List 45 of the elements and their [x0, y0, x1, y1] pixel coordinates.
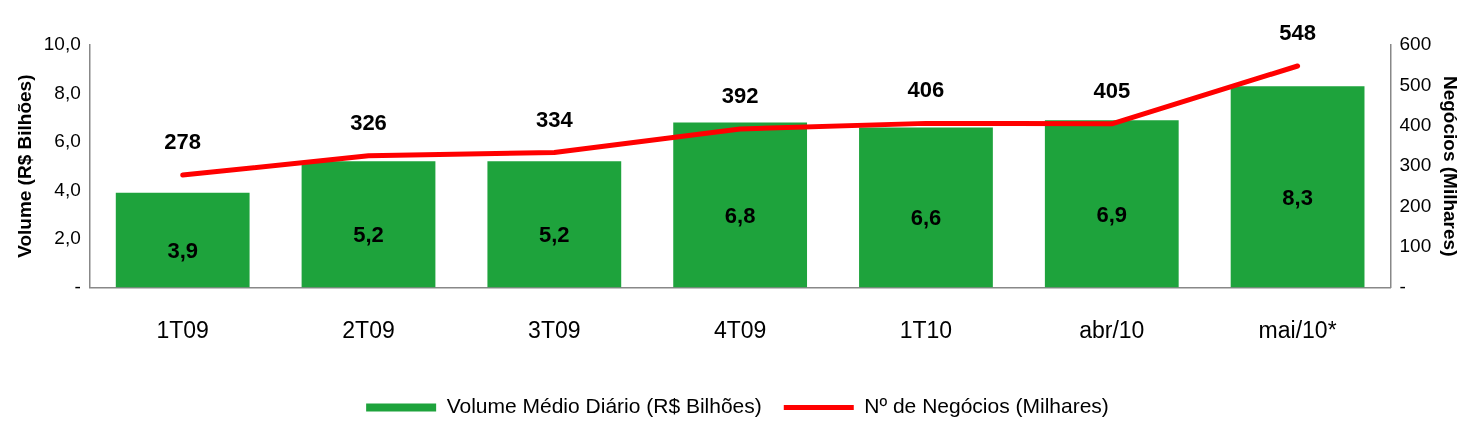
data-label: 548 — [1279, 20, 1316, 46]
bar — [1230, 86, 1365, 288]
data-label: 6,9 — [1096, 201, 1128, 227]
y2-tick-label: 100 — [1399, 235, 1432, 257]
y2-tick-label: 200 — [1399, 194, 1432, 216]
data-label: 405 — [1093, 77, 1131, 103]
x-tick-label: 2T09 — [342, 316, 395, 343]
y-axis-title: Volume (R$ Bilhões) — [13, 74, 35, 258]
y-tick-label: - — [74, 275, 81, 297]
data-label: 326 — [350, 109, 387, 135]
x-tick-label: 1T10 — [899, 316, 953, 343]
data-label: 406 — [907, 77, 945, 103]
bar — [673, 122, 808, 288]
data-label: 334 — [535, 106, 574, 132]
x-tick-label: 3T09 — [528, 316, 581, 343]
bar — [487, 161, 622, 288]
x-tick-label: abr/10 — [1079, 316, 1145, 343]
data-label: 8,3 — [1282, 184, 1313, 210]
y2-tick-label: - — [1399, 275, 1406, 297]
legend-label: Volume Médio Diário (R$ Bilhões) — [446, 394, 762, 418]
y-tick-label: 10,0 — [43, 33, 81, 55]
y2-tick-label: 500 — [1399, 73, 1432, 95]
x-tick-label: 1T09 — [156, 316, 209, 343]
bar — [1044, 120, 1179, 288]
x-tick-label: mai/10* — [1258, 316, 1337, 343]
data-label: 392 — [721, 83, 759, 109]
bar — [859, 127, 993, 288]
y2-tick-label: 400 — [1399, 114, 1432, 136]
y2-tick-label: 300 — [1399, 154, 1432, 176]
y-tick-label: 4,0 — [54, 178, 81, 200]
bar — [301, 161, 436, 288]
data-label: 278 — [164, 129, 202, 155]
y2-tick-label: 600 — [1399, 33, 1432, 55]
bar — [115, 192, 250, 288]
data-label: 6,6 — [910, 205, 942, 231]
y2-axis-title: Negócios (Milhares) — [1440, 75, 1462, 257]
y-tick-label: 2,0 — [54, 227, 81, 249]
x-tick-label: 4T09 — [713, 316, 767, 343]
y-tick-label: 8,0 — [54, 81, 81, 103]
legend-label: Nº de Negócios (Milhares) — [864, 394, 1109, 418]
data-label: 6,8 — [724, 203, 756, 229]
data-label: 5,2 — [539, 222, 570, 248]
data-label: 3,9 — [167, 238, 198, 264]
y-tick-label: 6,0 — [54, 130, 81, 152]
data-label: 5,2 — [353, 222, 384, 248]
